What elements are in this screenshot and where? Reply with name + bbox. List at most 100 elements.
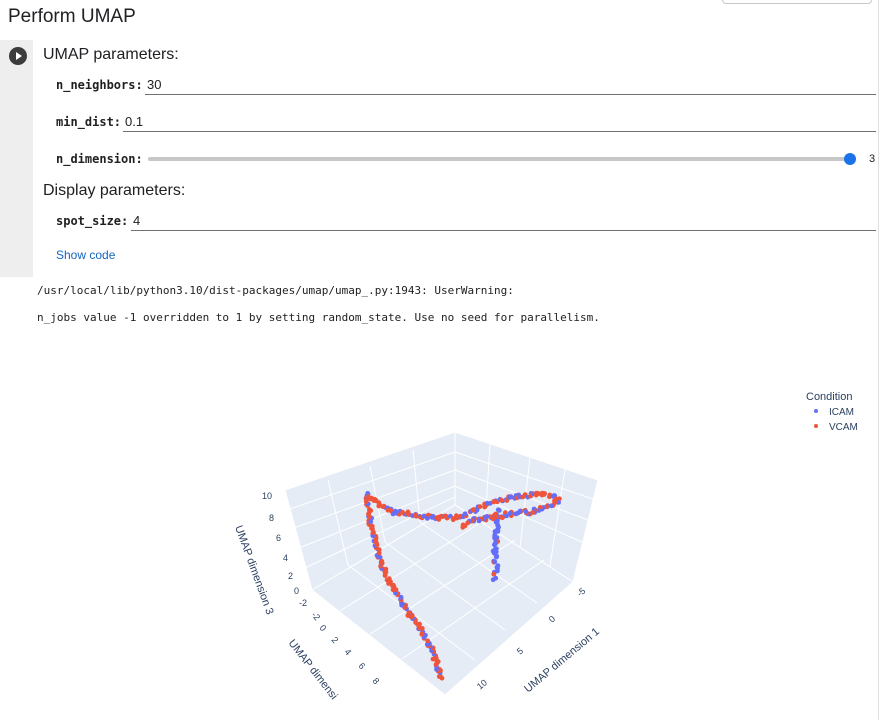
icam-point [495, 566, 500, 571]
run-cell-button[interactable] [9, 47, 27, 65]
icam-point [553, 496, 559, 502]
z-tick-label: 4 [283, 553, 288, 563]
icam-point [507, 495, 512, 500]
min-dist-input[interactable] [123, 112, 876, 132]
icam-point [398, 594, 404, 600]
icam-point [531, 491, 537, 497]
n-dimension-slider-track[interactable] [148, 157, 850, 161]
vcam-point [466, 519, 471, 525]
vcam-point [370, 527, 375, 532]
icam-point [404, 606, 409, 612]
icam-point [513, 511, 519, 517]
vcam-point [460, 522, 466, 528]
z-tick-label: 6 [276, 533, 281, 543]
vcam-point [393, 587, 399, 592]
vcam-point [391, 584, 397, 589]
vcam-point [491, 499, 497, 505]
icam-point [494, 554, 499, 560]
vcam-point [367, 496, 373, 502]
icam-point [474, 507, 480, 513]
n-dimension-slider-handle[interactable] [844, 153, 856, 165]
vcam-point [500, 515, 505, 521]
vcam-point [406, 610, 412, 615]
icam-point [492, 535, 497, 541]
output-warning-line: /usr/local/lib/python3.10/dist-packages/… [37, 284, 514, 297]
vcam-point [532, 509, 537, 515]
vcam-point [364, 502, 369, 507]
icam-point [471, 518, 477, 524]
pane-back-left [284, 431, 456, 591]
vcam-point [542, 491, 547, 496]
vcam-point [395, 591, 400, 597]
vcam-point [478, 516, 484, 522]
x-tick-label: 10 [475, 677, 489, 691]
vcam-point [425, 643, 431, 648]
vcam-point [468, 518, 474, 524]
vcam-point [396, 511, 402, 517]
vcam-point [409, 612, 415, 618]
output-message-line: n_jobs value -1 overridden to 1 by setti… [37, 311, 600, 324]
vcam-point [363, 496, 369, 502]
vcam-point [473, 507, 478, 513]
vcam-point [381, 503, 387, 509]
icam-point [550, 493, 556, 499]
n-neighbors-label: n_neighbors: [56, 78, 143, 92]
vcam-point [390, 583, 395, 589]
icam-point [399, 600, 404, 606]
legend-item-vcam[interactable]: VCAM [814, 422, 858, 433]
icam-point [461, 514, 466, 520]
n-neighbors-input[interactable] [145, 75, 876, 95]
icam-point [428, 644, 433, 650]
icam-point [466, 518, 472, 524]
x-tick-label: -5 [575, 586, 588, 599]
vcam-point [379, 558, 385, 564]
icam-point [516, 492, 522, 498]
vcam-point [491, 559, 497, 565]
show-code-link[interactable]: Show code [56, 248, 116, 262]
vcam-point [502, 510, 508, 516]
vcam-point [508, 513, 514, 519]
vcam-point [369, 525, 374, 531]
icam-point [490, 548, 496, 554]
vcam-point [439, 675, 445, 681]
icam-point [536, 508, 542, 513]
icam-point [539, 506, 545, 512]
icam-point [492, 532, 498, 538]
vcam-point [469, 518, 475, 524]
vcam-point [379, 560, 385, 566]
icam-point [433, 663, 439, 669]
icam-point [475, 504, 481, 510]
icam-point [473, 507, 478, 513]
spot-size-input[interactable] [131, 211, 876, 231]
icam-point [517, 508, 523, 514]
page-title: Perform UMAP [8, 6, 136, 27]
icam-point [410, 513, 415, 519]
icam-point [532, 510, 538, 515]
vcam-point [376, 503, 382, 509]
vcam-point [506, 494, 512, 499]
legend-item-icam[interactable]: ICAM [814, 407, 854, 418]
vcam-point [390, 582, 396, 588]
z-tick-label: 0 [294, 586, 299, 596]
vcam-point [417, 621, 422, 627]
vcam-point [419, 631, 425, 637]
icam-point [385, 505, 390, 511]
vcam-point [482, 514, 487, 520]
vcam-point [537, 505, 543, 510]
icam-point [494, 546, 499, 552]
icam-point [400, 601, 405, 607]
x-axis-title: UMAP dimension 1 [522, 626, 602, 696]
vcam-point [386, 576, 392, 582]
y-tick-label: 2 [329, 635, 340, 645]
icam-point [378, 559, 384, 565]
icam-point [447, 513, 453, 519]
vcam-point [494, 499, 500, 505]
vcam-point [465, 520, 470, 526]
icam-point [431, 651, 437, 657]
vcam-point [544, 504, 549, 510]
divider [878, 0, 879, 720]
icam-point [429, 648, 434, 654]
vcam-point [530, 491, 536, 497]
icam-point [462, 511, 468, 517]
